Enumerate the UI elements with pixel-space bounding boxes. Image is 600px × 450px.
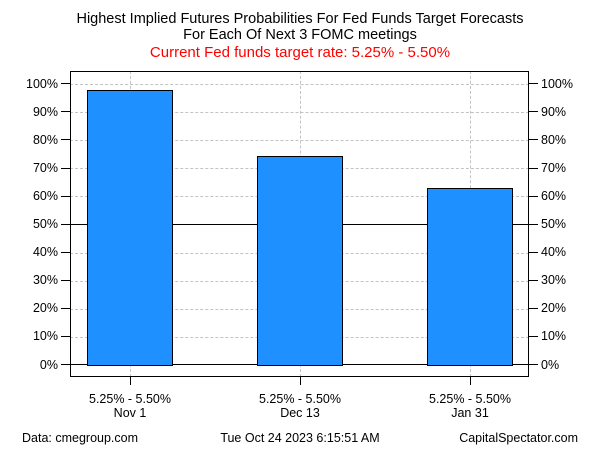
y-axis-label-left: 80% [32, 132, 58, 147]
x-axis-tick-2 [300, 377, 301, 385]
bar-nov-1 [87, 89, 173, 366]
y-axis-label-right: 100% [541, 76, 573, 91]
x-axis-label-range: 5.25% - 5.50% [89, 392, 171, 406]
chart-title-line2: For Each Of Next 3 FOMC meetings [183, 27, 417, 43]
attribution-text: CapitalSpectator.com [459, 431, 578, 445]
y-axis-tick-right [529, 308, 538, 310]
h-gridline-80 [70, 140, 529, 142]
y-axis-label-right: 20% [541, 301, 567, 316]
y-axis-label-left: 0% [39, 357, 58, 372]
y-axis-label-right: 10% [541, 329, 567, 344]
y-axis-tick-left [61, 139, 70, 141]
y-axis-tick-left [61, 279, 70, 281]
y-axis-tick-right [529, 251, 538, 253]
x-axis-label-2: 5.25% - 5.50% Dec 13 [230, 392, 370, 420]
y-axis-label-left: 60% [32, 188, 58, 203]
x-axis-label-date: Jan 31 [451, 406, 489, 420]
y-axis-tick-right [529, 364, 538, 366]
y-axis-tick-right [529, 195, 538, 197]
x-axis-label-date: Dec 13 [280, 406, 320, 420]
y-axis-tick-right [529, 139, 538, 141]
y-axis-tick-left [61, 308, 70, 310]
y-axis-tick-right [529, 111, 538, 113]
y-axis-label-left: 20% [32, 301, 58, 316]
y-axis-label-left: 30% [32, 273, 58, 288]
y-axis-label-left: 40% [32, 245, 58, 260]
y-axis-label-left: 10% [32, 329, 58, 344]
y-axis-label-right: 0% [541, 357, 560, 372]
y-axis-tick-left [61, 111, 70, 113]
y-axis-tick-right [529, 167, 538, 169]
y-axis-label-left: 50% [32, 217, 58, 231]
y-axis-tick-right [529, 223, 538, 225]
x-axis-tick-1 [130, 377, 131, 385]
bar-dec-13 [257, 155, 343, 366]
y-axis-label-right: 50% [541, 217, 567, 231]
x-axis-label-range: 5.25% - 5.50% [259, 392, 341, 406]
y-axis-tick-left [61, 167, 70, 169]
bar-jan-31 [427, 187, 513, 366]
chart-title-line1: Highest Implied Futures Probabilities Fo… [76, 11, 524, 27]
y-axis-tick-left [61, 83, 70, 85]
h-gridline-90 [70, 112, 529, 114]
y-axis-label-right: 70% [541, 160, 567, 175]
y-axis-tick-right [529, 83, 538, 85]
y-axis-tick-left [61, 223, 70, 225]
plot-area [70, 71, 529, 377]
x-axis-label-1: 5.25% - 5.50% Nov 1 [60, 392, 200, 420]
y-axis-tick-left [61, 251, 70, 253]
y-axis-tick-left [61, 336, 70, 338]
y-axis-label-right: 30% [541, 273, 567, 288]
chart-subtitle: Current Fed funds target rate: 5.25% - 5… [149, 44, 451, 61]
y-axis-label-left: 100% [26, 76, 58, 91]
y-axis-label-right: 80% [541, 132, 567, 147]
y-axis-label-right: 90% [541, 104, 567, 119]
data-source-text: Data: cmegroup.com [22, 431, 139, 445]
y-axis-tick-left [61, 364, 70, 366]
y-axis-label-right: 40% [541, 245, 567, 260]
h-gridline-100 [70, 84, 529, 85]
y-axis-tick-right [529, 279, 538, 281]
x-axis-tick-3 [470, 377, 471, 385]
x-axis-label-date: Nov 1 [113, 406, 147, 420]
y-axis-label-right: 60% [541, 188, 567, 203]
y-axis-tick-right [529, 336, 538, 338]
y-axis-tick-left [61, 195, 70, 197]
x-axis-label-range: 5.25% - 5.50% [429, 392, 511, 406]
y-axis-label-left: 70% [32, 160, 58, 175]
timestamp-text: Tue Oct 24 2023 6:15:51 AM [220, 431, 380, 445]
y-axis-label-left: 90% [32, 104, 58, 119]
x-axis-label-3: 5.25% - 5.50% Jan 31 [400, 392, 540, 420]
